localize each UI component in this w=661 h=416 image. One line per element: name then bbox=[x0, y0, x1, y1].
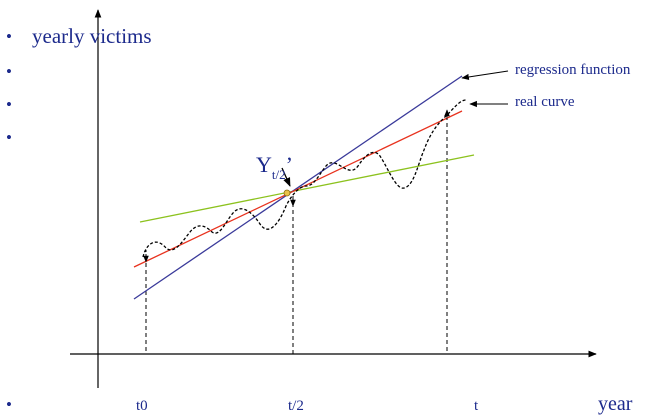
y-axis-label: yearly victims bbox=[32, 24, 152, 48]
y-marker-label: Yt/2’ bbox=[256, 152, 293, 183]
tick-label-t0: t0 bbox=[136, 398, 148, 414]
real-curve bbox=[142, 99, 467, 258]
y-marker-symbol: Y bbox=[256, 152, 272, 177]
tick-label-t: t bbox=[474, 398, 479, 414]
bullet: • bbox=[6, 62, 12, 81]
y-marker-subscript: t/2 bbox=[271, 167, 286, 182]
y-marker-prime: ’ bbox=[285, 152, 293, 177]
green-line bbox=[139, 154, 475, 223]
legend-arrow-regression bbox=[461, 70, 509, 81]
regression-line bbox=[133, 75, 463, 300]
marker-arrow bbox=[281, 167, 291, 187]
x-axis-label: year bbox=[598, 393, 633, 415]
legend-regression-function: regression function bbox=[515, 62, 631, 78]
intersection-point bbox=[283, 189, 291, 197]
bullet: • bbox=[6, 395, 12, 414]
bullet: • bbox=[6, 27, 12, 46]
bullet: • bbox=[6, 95, 12, 114]
legend-real-curve: real curve bbox=[515, 94, 575, 110]
tick-label-mid: t/2 bbox=[288, 398, 304, 414]
bullet: • bbox=[6, 128, 12, 147]
